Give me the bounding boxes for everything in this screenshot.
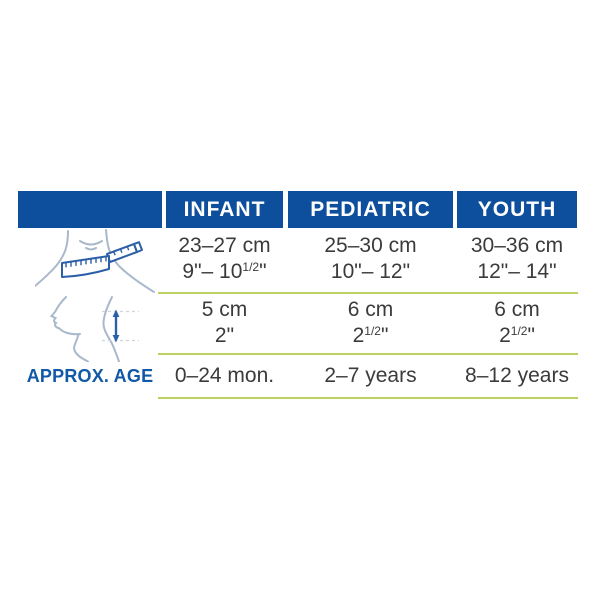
tape-measure (61, 241, 143, 278)
cell-circumference-infant: 23–27 cm 9"– 101/2" (166, 228, 283, 292)
approx-age-label: APPROX. AGE (26, 365, 154, 386)
inches-fraction: 1/2 (242, 260, 260, 274)
cell-circumference-youth: 30–36 cm 12"– 14" (457, 228, 577, 292)
cell-age-infant: 0–24 mon. (166, 355, 283, 397)
value-inches: 9"– 101/2" (182, 259, 266, 287)
inches-text: 2 (499, 323, 511, 347)
header-blank-cell (18, 191, 162, 228)
value-inches: 10"– 12" (331, 259, 410, 287)
header-infant: INFANT (166, 191, 283, 228)
neck-front-outline (35, 229, 155, 293)
value-inches: 21/2" (353, 323, 389, 351)
profile-outline (49, 296, 120, 362)
tape-tick-marks (65, 246, 130, 268)
neck-height-arrow-icon (49, 296, 139, 362)
value-cm: 23–27 cm (178, 234, 271, 257)
value-age: 8–12 years (465, 364, 569, 387)
value-cm: 5 cm (201, 297, 248, 321)
inches-fraction: 1/2 (510, 323, 528, 338)
row-divider (158, 353, 578, 355)
inches-text: 9"– 10 (182, 260, 243, 283)
value-age: 0–24 mon. (174, 364, 275, 387)
inches-text: 12"– 14" (477, 260, 557, 283)
header-youth: YOUTH (457, 191, 577, 228)
cell-age-pediatric: 2–7 years (288, 355, 453, 397)
cell-circumference-pediatric: 25–30 cm 10"– 12" (288, 228, 453, 292)
measure-guide-lines (102, 310, 139, 342)
value-inches: 21/2" (499, 323, 535, 351)
height-double-arrow (112, 309, 120, 343)
neck-circumference-tape-measure-icon (35, 229, 155, 293)
inches-text: 2 (352, 323, 365, 347)
value-age: 2–7 years (324, 364, 417, 387)
cell-age-youth: 8–12 years (457, 355, 577, 397)
inches-fraction: 1/2 (364, 323, 381, 338)
row-divider (158, 292, 578, 294)
header-pediatric: PEDIATRIC (288, 191, 453, 228)
inches-mark: " (259, 260, 267, 283)
value-cm: 25–30 cm (324, 234, 417, 257)
value-inches: 2" (215, 323, 234, 351)
value-cm: 6 cm (347, 297, 394, 321)
inches-text: 2" (214, 323, 235, 347)
value-cm: 30–36 cm (470, 234, 564, 257)
cell-height-infant: 5 cm 2" (166, 294, 283, 353)
inches-text: 10"– 12" (330, 260, 411, 283)
cell-height-youth: 6 cm 21/2" (457, 294, 577, 353)
value-inches: 12"– 14" (477, 259, 556, 287)
inches-mark: " (527, 323, 535, 347)
cell-height-pediatric: 6 cm 21/2" (288, 294, 453, 353)
value-cm: 6 cm (494, 297, 540, 321)
row-divider (158, 397, 578, 399)
inches-mark: " (380, 323, 389, 347)
